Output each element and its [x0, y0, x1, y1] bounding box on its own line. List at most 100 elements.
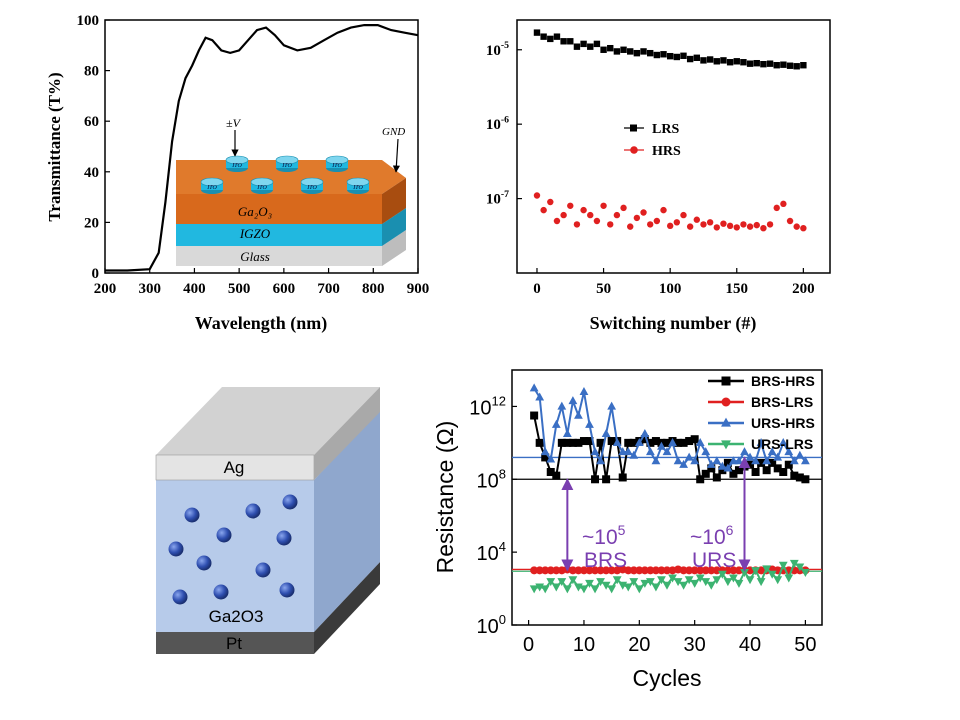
brs-hrs-point	[685, 437, 694, 446]
urs-lrs-point	[607, 585, 617, 594]
ito-electrode: ITO	[325, 155, 349, 172]
hrs-point	[560, 211, 567, 219]
lrs-point	[600, 46, 607, 53]
urs-hrs-point	[596, 456, 605, 465]
glass-layer	[176, 246, 382, 266]
urs-hrs-point	[673, 456, 683, 465]
hrs-point	[726, 222, 734, 230]
brs-lrs-point	[663, 566, 671, 575]
hrs-point	[660, 206, 667, 214]
ratio-annotation-brs: ~105 BRS	[582, 522, 627, 572]
urs-hrs-point	[740, 447, 749, 456]
x-tick-label: 800	[362, 281, 385, 297]
ga2o3-label: Ga2O3	[209, 607, 264, 626]
ito-electrode: ITO	[346, 177, 370, 194]
brs-hrs-point	[718, 466, 727, 475]
urs-hrs-point	[778, 438, 788, 447]
urs-hrs-point	[695, 438, 705, 447]
urs-lrs-point	[634, 585, 644, 594]
legend: BRS-HRS BRS-LRS URS-HRS URS-LRS	[708, 373, 815, 452]
y-tick-label: 80	[84, 64, 99, 80]
brs-lrs-point	[596, 566, 605, 575]
hrs-point	[600, 202, 607, 209]
ratio-annotation-urs: ~106 URS	[690, 522, 736, 572]
ga2o3-label: Ga₂O₃	[238, 204, 272, 219]
urs-hrs-point	[701, 447, 711, 456]
urs-lrs-point	[623, 583, 633, 592]
svg-text:ITO: ITO	[231, 163, 242, 169]
ito-electrode: ITO	[200, 177, 224, 194]
x-axis-label: Switching number (#)	[590, 313, 757, 334]
urs-lrs-point	[767, 570, 777, 579]
hrs-point	[800, 224, 807, 232]
urs-lrs-point	[789, 559, 799, 568]
urs-lrs-point	[762, 565, 772, 574]
urs-hrs-point	[717, 461, 727, 470]
brs-lrs-point	[624, 566, 633, 575]
y-tick-label: 10-7	[486, 189, 509, 208]
legend-marker-lrs	[630, 124, 637, 132]
legend: LRS HRS	[624, 122, 681, 159]
urs-lrs-point	[551, 583, 561, 592]
urs-ratio-exponent: 6	[726, 522, 734, 538]
lrs-point	[607, 44, 614, 52]
brs-lrs-point	[535, 566, 544, 575]
urs-lrs-point	[800, 568, 810, 577]
urs-lrs-point	[701, 578, 711, 587]
igzo-label: IGZO	[239, 226, 271, 241]
svg-text:~106: ~106	[690, 522, 734, 549]
brs-hrs-point	[602, 475, 611, 484]
urs-hrs-point	[690, 456, 700, 465]
brs-lrs-point	[629, 566, 638, 575]
brs-hrs-point	[568, 438, 577, 447]
hrs-point	[693, 216, 701, 223]
x-tick-label: 500	[228, 281, 251, 297]
hrs-point	[567, 202, 574, 209]
urs-hrs-point	[601, 428, 611, 437]
hrs-point	[746, 223, 754, 230]
oxygen-vacancy-particle	[279, 582, 295, 598]
brs-lrs-point	[640, 566, 649, 575]
oxygen-vacancy-particle	[245, 503, 261, 519]
hrs-point	[766, 221, 774, 228]
hrs-point	[593, 217, 601, 225]
lrs-point	[726, 59, 734, 66]
brs-hrs-point	[784, 460, 793, 469]
lrs-point	[680, 52, 687, 59]
brs-hrs-point	[790, 471, 799, 480]
lrs-point	[773, 62, 780, 69]
urs-lrs-point	[651, 583, 661, 592]
lrs-point	[800, 62, 807, 69]
legend-label-urs-lrs: URS-LRS	[751, 436, 813, 452]
brs-hrs-point	[640, 435, 649, 444]
brs-lrs-point	[607, 566, 616, 575]
svg-text:ITO: ITO	[331, 163, 342, 169]
brs-lrs-point	[729, 566, 738, 575]
brs-hrs-point	[762, 466, 771, 475]
hrs-point	[700, 221, 707, 228]
device-inset: ITO ITO ITO ITO ITO ITO ITO Ga₂O₃ IGZO Glass ±…	[176, 116, 406, 266]
urs-lrs-point	[778, 561, 788, 570]
oxygen-vacancy-particle	[255, 562, 271, 578]
lrs-point	[740, 59, 747, 66]
brs-lrs-point	[552, 566, 561, 575]
gnd-label: GND	[382, 126, 405, 138]
x-tick-label: 200	[94, 281, 117, 297]
svg-text:ITO: ITO	[306, 185, 317, 191]
brs-hrs-point	[712, 473, 721, 482]
brs-hrs-point	[674, 438, 683, 447]
legend-marker-urs-hrs	[721, 417, 731, 427]
brs-hrs-point	[679, 438, 688, 447]
x-tick-label: 100	[659, 281, 682, 297]
glass-label: Glass	[240, 249, 270, 264]
hrs-point	[547, 198, 554, 206]
urs-hrs-point	[540, 447, 550, 456]
urs-hrs-point	[623, 447, 633, 456]
svg-text:ITO: ITO	[281, 163, 292, 169]
urs-lrs-point	[557, 578, 567, 587]
brs-hrs-point	[629, 438, 638, 447]
brs-lrs-point	[579, 566, 588, 575]
voltage-label: ±V	[226, 116, 242, 130]
urs-hrs-point	[585, 419, 594, 428]
resistance-chart: 0 10 20 30 40 50 100 104 108 1012 Cycles Resistan…	[432, 369, 823, 691]
